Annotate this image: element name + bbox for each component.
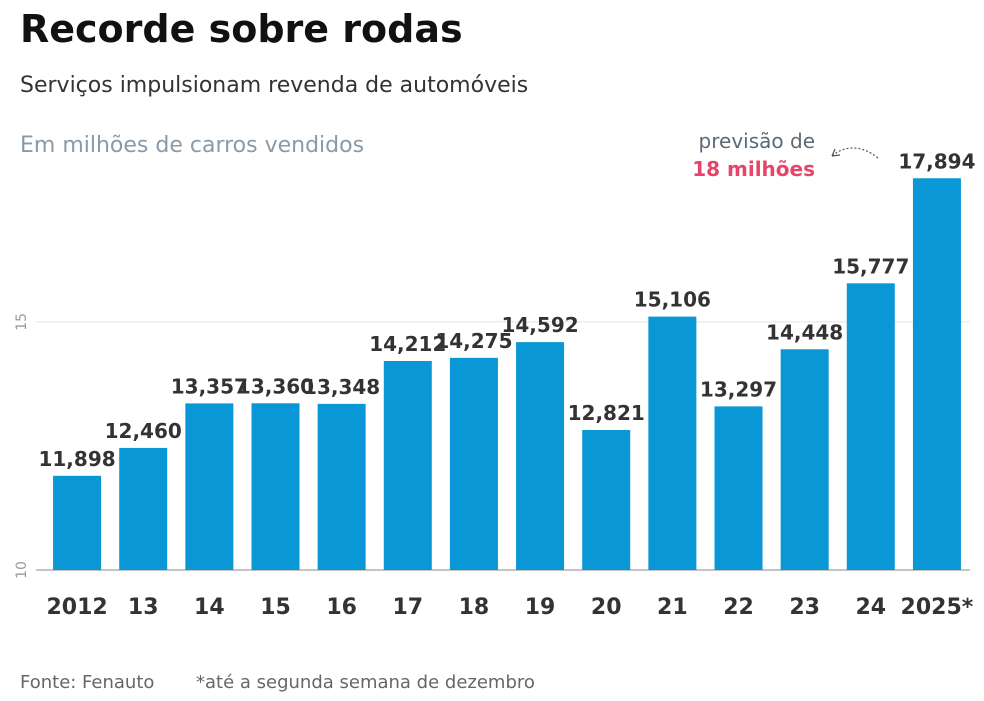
unit-label: Em milhões de carros vendidos: [20, 133, 364, 158]
x-tick-label: 21: [657, 595, 688, 620]
chart-subtitle: Serviços impulsionam revenda de automóve…: [20, 73, 528, 98]
chart-title: Recorde sobre rodas: [20, 7, 463, 51]
x-tick-label: 2012: [46, 595, 107, 620]
bar: [912, 178, 961, 570]
x-tick-label: 15: [260, 595, 291, 620]
x-tick-label: 17: [392, 595, 423, 620]
value-label: 14,448: [766, 320, 843, 344]
bar: [449, 357, 498, 570]
bar: [119, 447, 168, 570]
x-tick-label: 2025*: [901, 595, 974, 620]
annotation-arrow: [831, 147, 879, 159]
bar: [582, 430, 631, 570]
bar: [317, 403, 366, 570]
value-label: 13,360: [237, 374, 314, 398]
bar: [714, 406, 763, 570]
x-tick-label: 16: [326, 595, 357, 620]
value-label: 11,898: [38, 447, 115, 471]
value-label: 14,275: [435, 329, 512, 353]
x-tick-label: 23: [789, 595, 820, 620]
x-tick-label: 18: [459, 595, 490, 620]
bar: [780, 349, 829, 570]
value-label: 15,106: [634, 288, 711, 312]
bar: [846, 283, 895, 570]
y-tick-label: 15: [14, 313, 30, 331]
value-label: 17,894: [898, 149, 975, 173]
value-label: 14,212: [369, 332, 446, 356]
bar: [185, 403, 234, 570]
y-tick-label: 10: [14, 561, 30, 579]
x-tick-label: 24: [855, 595, 886, 620]
note: *até a segunda semana de dezembro: [196, 672, 535, 693]
x-tick-label: 14: [194, 595, 225, 620]
bar: [516, 342, 565, 570]
annotation-arrow: [831, 148, 841, 157]
annotation: 18 milhões: [692, 157, 815, 181]
annotation: previsão de: [699, 129, 815, 153]
value-label: 12,460: [105, 419, 182, 443]
bar: [53, 475, 102, 570]
x-tick-label: 22: [723, 595, 754, 620]
bar: [383, 360, 432, 570]
x-tick-label: 19: [525, 595, 556, 620]
value-label: 13,297: [700, 377, 777, 401]
x-tick-label: 20: [591, 595, 622, 620]
value-label: 14,592: [501, 313, 578, 337]
bar: [251, 403, 300, 570]
x-tick-label: 13: [128, 595, 159, 620]
value-label: 13,357: [171, 374, 248, 398]
value-label: 13,348: [303, 375, 380, 399]
bar: [648, 316, 697, 570]
value-label: 15,777: [832, 254, 909, 278]
value-label: 12,821: [568, 401, 645, 425]
source: Fonte: Fenauto: [20, 672, 154, 693]
